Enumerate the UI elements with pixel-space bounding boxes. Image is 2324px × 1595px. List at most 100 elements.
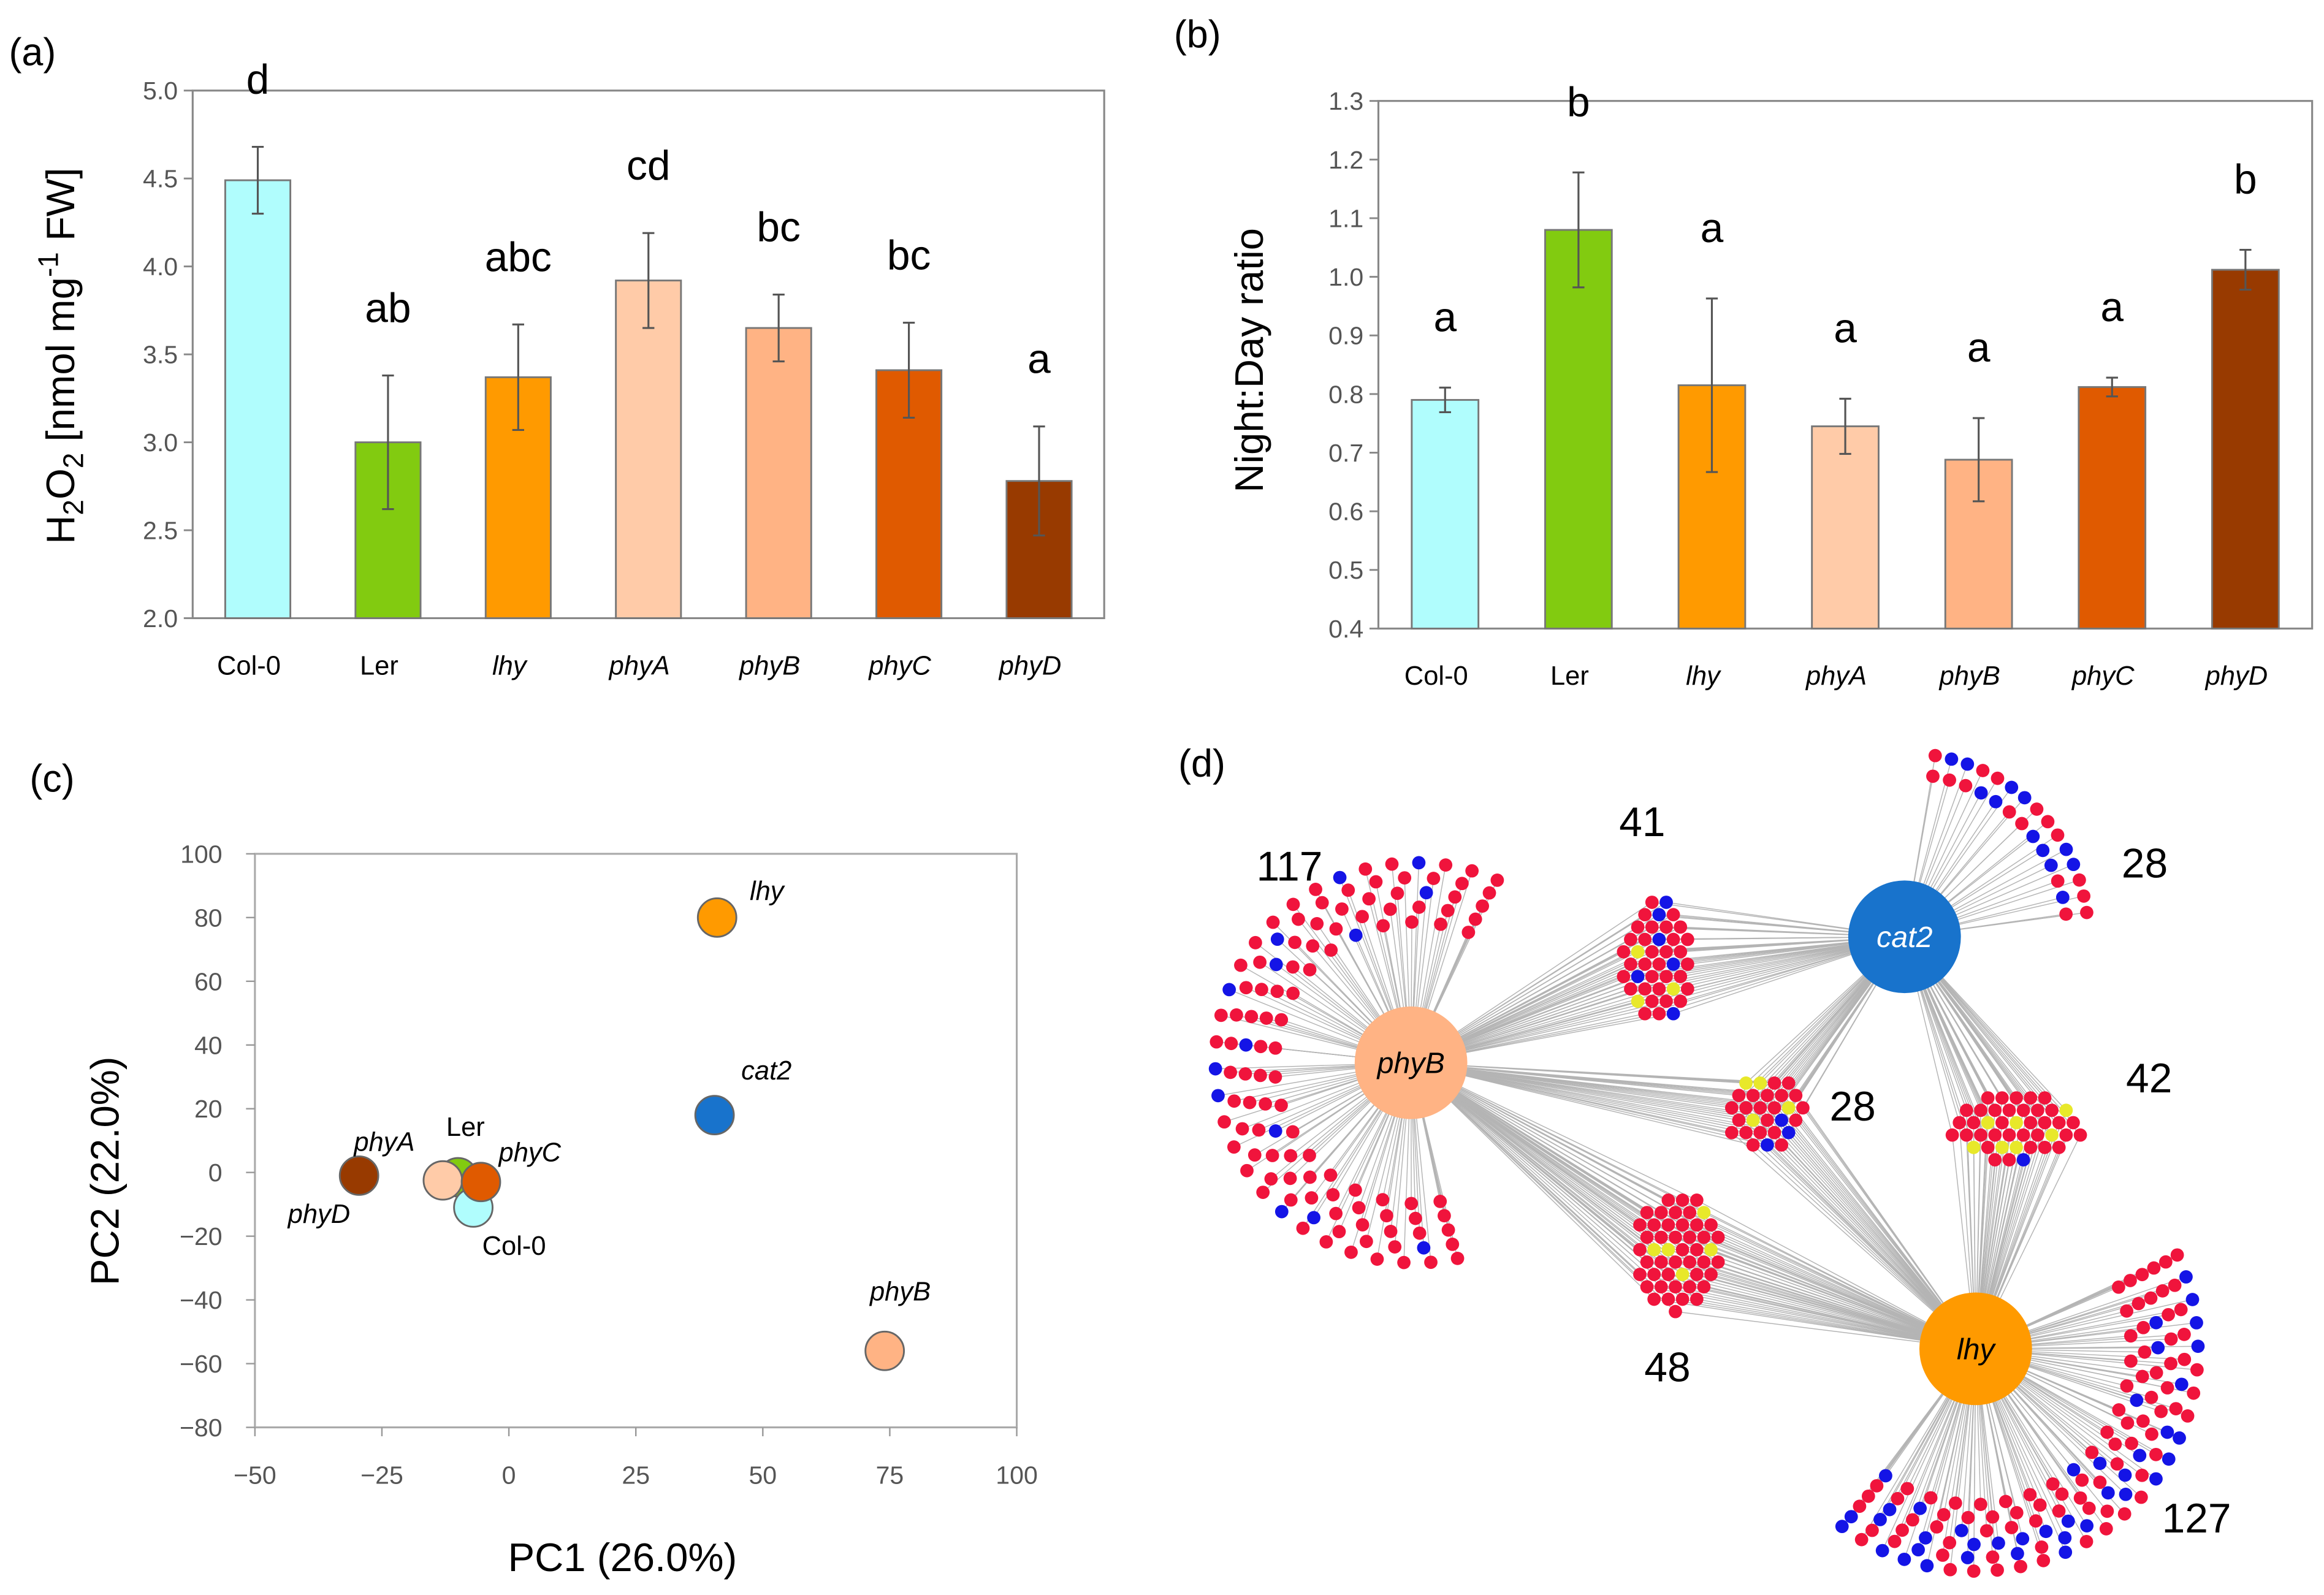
- gene-node: [2120, 1304, 2133, 1318]
- y-tick-label: 0.9: [1328, 322, 1363, 350]
- y-tick-label: −80: [180, 1414, 223, 1442]
- gene-node: [1704, 1268, 1718, 1281]
- gene-node: [1211, 1089, 1225, 1103]
- y-tick-label: −20: [180, 1222, 223, 1250]
- gene-node: [1265, 1149, 1279, 1162]
- gene-node: [1767, 1125, 1781, 1140]
- gene-node: [1405, 915, 1419, 929]
- gene-node: [1360, 1235, 1373, 1249]
- gene-node: [1661, 1268, 1675, 1281]
- point-lhy: [696, 897, 737, 938]
- gene-node: [1683, 1280, 1697, 1294]
- gene-node: [1286, 1125, 1300, 1139]
- gene-node: [2132, 1296, 2146, 1311]
- x-tick-label: −50: [234, 1461, 276, 1489]
- point-label: phyA: [352, 1127, 414, 1157]
- gene-node: [1455, 877, 1469, 891]
- edge: [1411, 1062, 1789, 1133]
- gene-node: [1254, 1040, 1268, 1054]
- gene-node: [2010, 1116, 2023, 1130]
- gene-node: [1303, 963, 1317, 976]
- gene-node: [2168, 1278, 2182, 1292]
- gene-node: [1775, 1138, 1788, 1152]
- point-label: lhy: [750, 877, 785, 906]
- gene-node: [1640, 1255, 1654, 1269]
- x-tick-label: phyC: [2071, 661, 2135, 691]
- gene-node: [1659, 920, 1673, 934]
- gene-node: [2010, 1091, 2023, 1105]
- gene-node: [1266, 915, 1280, 929]
- gene-node: [1633, 1268, 1647, 1281]
- gene-node: [1274, 1013, 1289, 1027]
- gene-node: [1230, 1008, 1243, 1022]
- gene-node: [1943, 1563, 1957, 1577]
- gene-node: [1659, 945, 1673, 959]
- gene-node: [1355, 910, 1369, 924]
- gene-node: [1259, 1011, 1273, 1025]
- gene-node: [1674, 970, 1688, 983]
- gene-node: [1767, 1101, 1781, 1115]
- gene-node: [2067, 1463, 2081, 1477]
- gene-node: [1943, 773, 1956, 787]
- gene-node: [1412, 856, 1426, 870]
- gene-node: [2134, 1490, 2148, 1504]
- gene-node: [1490, 874, 1504, 887]
- gene-node: [1992, 1536, 2005, 1550]
- y-tick-label: 2.5: [143, 517, 178, 545]
- y-tick-label: 0.5: [1328, 556, 1363, 584]
- gene-node: [2005, 1521, 2019, 1534]
- gene-node: [1624, 957, 1637, 971]
- gene-node: [1998, 1494, 2013, 1509]
- gene-node: [1732, 1089, 1746, 1102]
- network-diagram: 117 41 28 28 42 48 127 phyB cat2 lhy: [1208, 748, 2231, 1578]
- gene-node: [2038, 1116, 2052, 1130]
- gene-node: [1448, 890, 1462, 904]
- gene-node: [1324, 943, 1338, 957]
- edge: [1411, 1062, 1712, 1225]
- gene-node: [1624, 982, 1637, 996]
- edge: [1411, 1062, 1768, 1146]
- gene-node: [1224, 1065, 1237, 1079]
- edge: [1411, 1062, 1789, 1084]
- gene-node: [1388, 1240, 1402, 1254]
- gene-node: [1666, 1007, 1680, 1021]
- gene-node: [1781, 1076, 1796, 1090]
- x-tick-label: phyD: [2204, 661, 2268, 691]
- y-tick-label: 0: [208, 1159, 223, 1187]
- x-axis-title-c: PC1 (26.0%): [508, 1535, 737, 1580]
- gene-node: [2147, 1261, 2161, 1275]
- gene-node: [2158, 1255, 2173, 1269]
- gene-node: [2055, 891, 2070, 904]
- gene-node: [1329, 922, 1343, 936]
- significance-letter: d: [246, 57, 270, 103]
- gene-node: [1647, 1218, 1661, 1232]
- gene-node: [1936, 1548, 1949, 1562]
- gene-node: [1796, 1101, 1810, 1115]
- gene-node: [2190, 1316, 2203, 1330]
- hub-node-phyB: [1354, 1006, 1468, 1119]
- gene-node: [2059, 1545, 2073, 1559]
- gene-node: [1661, 1218, 1675, 1232]
- gene-node: [1661, 1292, 1675, 1306]
- x-tick-label: 0: [502, 1461, 516, 1489]
- x-tick-label: Col-0: [1404, 661, 1468, 691]
- gene-node: [1959, 778, 1973, 793]
- gene-node: [2185, 1293, 2200, 1306]
- gene-node: [1638, 982, 1652, 996]
- gene-node: [2108, 1437, 2122, 1451]
- gene-node: [2058, 1531, 2072, 1545]
- significance-letter: ab: [365, 285, 411, 331]
- gene-node: [1683, 1230, 1697, 1244]
- gene-node: [2031, 1103, 2044, 1117]
- gene-node: [2173, 1431, 2186, 1445]
- gene-node: [1666, 932, 1680, 946]
- gene-node: [2010, 1140, 2023, 1154]
- gene-node: [1638, 932, 1652, 946]
- gene-node: [1645, 994, 1659, 1008]
- gene-node: [2073, 1128, 2087, 1142]
- gene-node: [1652, 982, 1666, 996]
- gene-node: [1967, 1140, 1981, 1154]
- gene-node: [1617, 970, 1631, 983]
- gene-node: [2080, 1519, 2094, 1532]
